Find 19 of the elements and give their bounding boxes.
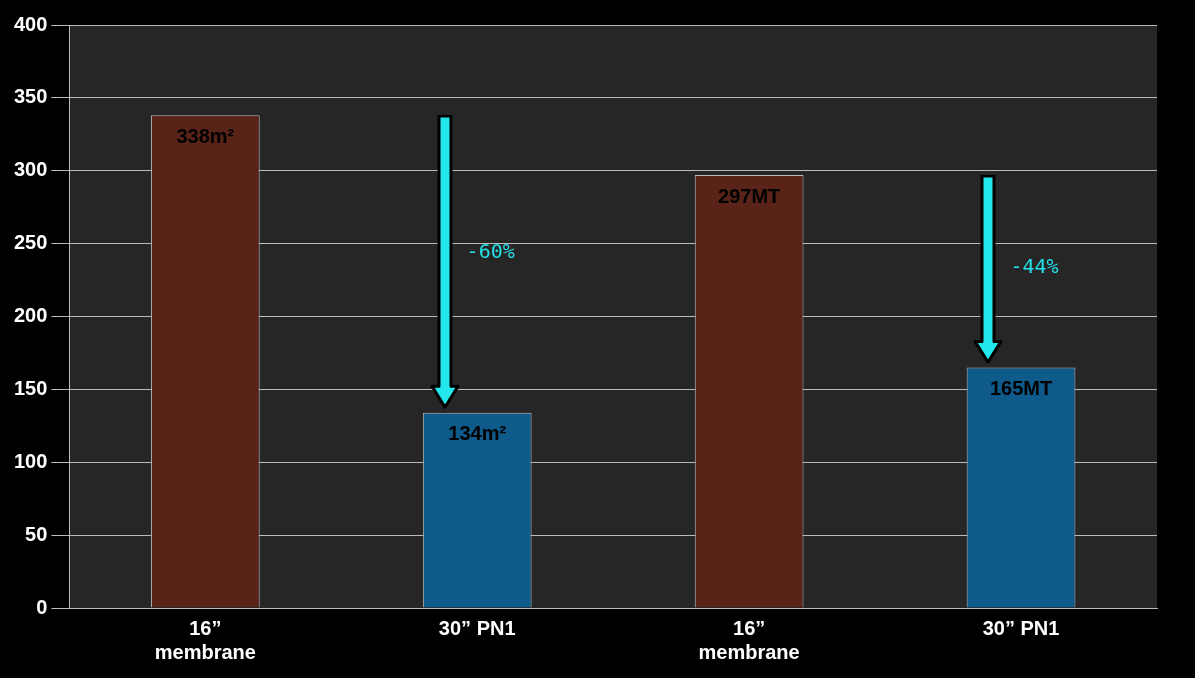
x-tick-label: 30” PN1 xyxy=(438,616,516,639)
y-tick-label: 200 xyxy=(13,304,48,327)
data-label: 338m² xyxy=(176,124,235,147)
y-tick-label: 0 xyxy=(36,595,48,618)
data-label: 165MT xyxy=(989,377,1053,400)
x-tick-label: 16” membrane xyxy=(154,616,256,663)
x-tick-label: 16” membrane xyxy=(698,616,800,663)
x-tick-label: 30” PN1 xyxy=(982,616,1060,639)
y-tick-label: 350 xyxy=(13,85,48,108)
y-tick-label: 400 xyxy=(13,12,48,35)
y-tick-label: 300 xyxy=(13,158,48,181)
annotation: -44% xyxy=(1010,254,1059,279)
y-tick-label: 50 xyxy=(25,522,48,545)
annotation: -60% xyxy=(466,238,515,263)
y-tick-label: 150 xyxy=(13,376,48,399)
data-label: 134m² xyxy=(448,422,507,445)
y-tick-label: 250 xyxy=(13,231,48,254)
data-label: 297MT xyxy=(718,184,781,207)
y-tick-label: 100 xyxy=(13,449,48,472)
